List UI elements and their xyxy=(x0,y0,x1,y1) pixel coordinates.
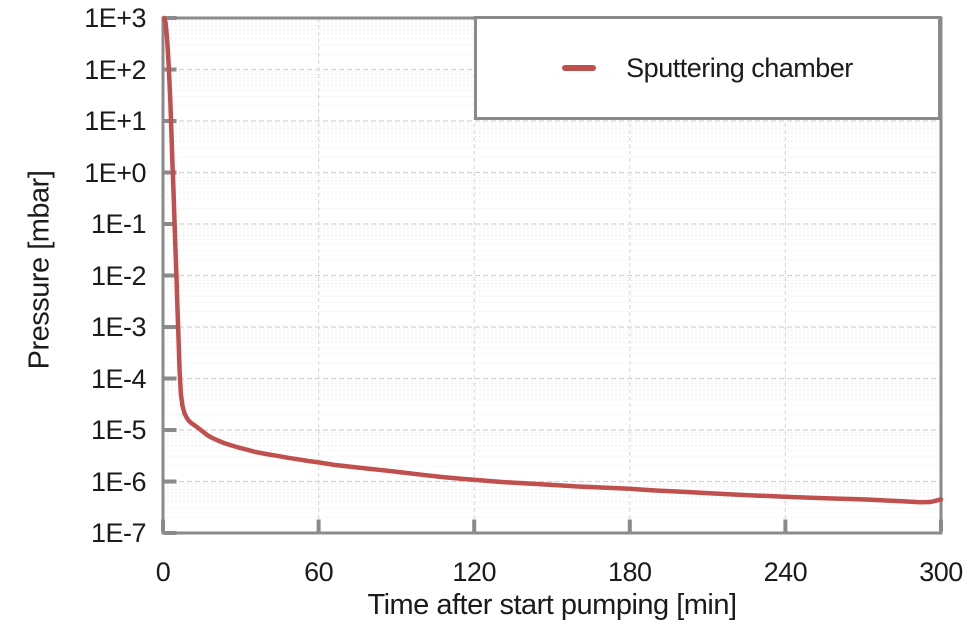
x-axis-title: Time after start pumping [min] xyxy=(367,589,737,621)
y-axis-title: Pressure [mbar] xyxy=(23,170,56,370)
x-tick-label: 300 xyxy=(919,557,963,587)
y-tick-label: 1E+2 xyxy=(84,54,146,85)
x-tick-label: 180 xyxy=(608,557,652,587)
legend-label: Sputtering chamber xyxy=(626,52,853,83)
y-tick-label: 1E-3 xyxy=(90,312,147,342)
y-tick-label: 1E-2 xyxy=(90,260,147,291)
y-tick-label: 1E+1 xyxy=(84,106,146,136)
y-tick-label: 1E+0 xyxy=(84,157,146,188)
legend-line-swatch xyxy=(562,65,597,71)
x-tick-label: 120 xyxy=(452,557,496,587)
y-tick-label: 1E-6 xyxy=(90,466,147,497)
x-tick-label: 240 xyxy=(763,557,808,587)
y-tick-label: 1E-4 xyxy=(90,363,147,394)
y-tick-label: 1E+3 xyxy=(84,3,146,33)
y-tick-label: 1E-7 xyxy=(90,518,147,548)
x-tick-label: 0 xyxy=(155,557,171,587)
x-tick-label: 60 xyxy=(304,557,334,587)
y-tick-label: 1E-5 xyxy=(90,415,147,445)
legend: Sputtering chamber xyxy=(474,16,941,120)
y-tick-label: 1E-1 xyxy=(90,209,147,239)
series-line-sputtering-chamber xyxy=(162,15,944,505)
